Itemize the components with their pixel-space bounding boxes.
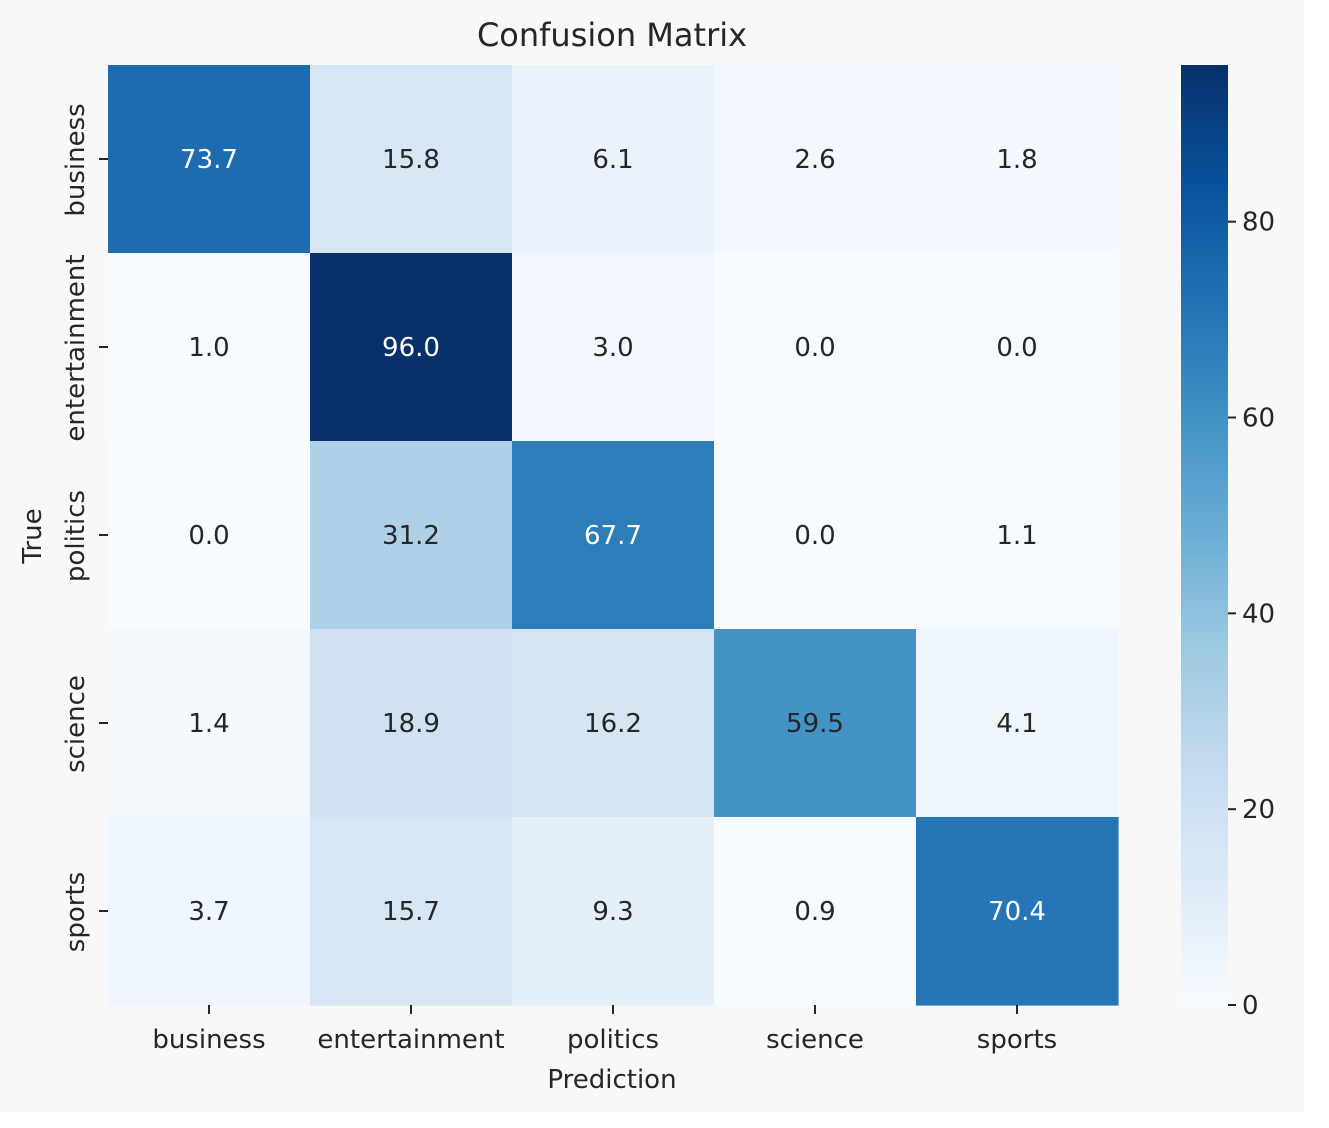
heatmap-cell-4-3: [714, 817, 917, 1006]
heatmap-cell-label-1-0: 1.0: [188, 333, 229, 363]
heatmap-cell-4-0: [108, 817, 311, 1006]
heatmap-cell-label-2-1: 31.2: [382, 521, 440, 551]
heatmap-cell-label-3-3: 59.5: [786, 709, 844, 739]
heatmap-cell-label-1-2: 3.0: [592, 333, 633, 363]
y-axis-ticks: business entertainment politics science spor…: [61, 103, 108, 952]
heatmap-cell-label-3-2: 16.2: [584, 709, 642, 739]
heatmap-cell-label-0-0: 73.7: [180, 145, 238, 175]
heatmap-cell-1-1: [310, 253, 513, 442]
heatmap-cell-label-2-2: 67.7: [584, 521, 642, 551]
heatmap-cell-0-1: [310, 65, 513, 254]
x-axis-label: Prediction: [547, 1065, 676, 1095]
heatmap-cell-2-1: [310, 441, 513, 630]
y-axis-label: True: [18, 508, 48, 564]
heatmap-cell-label-2-0: 0.0: [188, 521, 229, 551]
heatmap-cell-labels: 73.7 15.8 6.1 2.6 1.8 1.0 96.0 3.0 0.0 0.0 0.0 31.2…: [180, 145, 1046, 927]
colorbar-tick-label-80: 80: [1242, 208, 1275, 238]
heatmap-cell-1-2: [512, 253, 715, 442]
heatmap-cell-3-1: [310, 629, 513, 818]
heatmap-cell-1-3: [714, 253, 917, 442]
colorbar-tick-label-20: 20: [1242, 795, 1275, 825]
confusion-matrix-chart: Confusion Matrix 73.7 15.8 6.1 2.6 1.8 1.0 96.…: [18, 16, 1275, 1095]
heatmap-cell-0-3: [714, 65, 917, 254]
heatmap-cell-0-2: [512, 65, 715, 254]
heatmap-cell-label-4-3: 0.9: [794, 897, 835, 927]
heatmap-cell-label-4-1: 15.7: [382, 897, 440, 927]
heatmap-cell-1-0: [108, 253, 311, 442]
heatmap-cell-label-4-2: 9.3: [592, 897, 633, 927]
heatmap-cell-label-4-4: 70.4: [988, 897, 1046, 927]
colorbar-tick-label-60: 60: [1242, 404, 1275, 434]
figure: Confusion Matrix 73.7 15.8 6.1 2.6 1.8 1.0 96.…: [18, 16, 1276, 1095]
heatmap-cell-4-2: [512, 817, 715, 1006]
heatmap-cell-1-4: [916, 253, 1119, 442]
heatmap-cell-label-3-0: 1.4: [188, 709, 229, 739]
heatmap-cell-label-4-0: 3.7: [188, 897, 229, 927]
y-tick-label-politics: politics: [61, 490, 91, 582]
heatmap-cell-2-4: [916, 441, 1119, 630]
heatmap-cell-2-0: [108, 441, 311, 630]
heatmap-cell-label-3-1: 18.9: [382, 709, 440, 739]
heatmap-cell-label-0-2: 6.1: [592, 145, 633, 175]
heatmap-cell-2-3: [714, 441, 917, 630]
heatmap-cell-label-0-3: 2.6: [794, 145, 835, 175]
x-tick-label-politics: politics: [567, 1025, 659, 1055]
y-tick-label-sports: sports: [61, 872, 91, 952]
y-tick-label-business: business: [61, 103, 91, 216]
x-tick-label-sports: sports: [977, 1025, 1057, 1055]
heatmap-cell-label-0-1: 15.8: [382, 145, 440, 175]
colorbar-ticks: 0 20 40 60 80: [1228, 208, 1275, 1021]
heatmap-cell-2-2: [512, 441, 715, 630]
x-tick-label-business: business: [152, 1025, 265, 1055]
heatmap-cell-3-4: [916, 629, 1119, 818]
heatmap-cell-label-1-3: 0.0: [794, 333, 835, 363]
heatmap-cell-3-2: [512, 629, 715, 818]
heatmap-cell-3-3: [714, 629, 917, 818]
x-tick-label-entertainment: entertainment: [317, 1025, 504, 1055]
heatmap-cell-4-4: [916, 817, 1119, 1006]
x-axis-ticks: business entertainment politics science spor…: [152, 1005, 1057, 1055]
y-tick-label-science: science: [61, 675, 91, 773]
heatmap-cell-3-0: [108, 629, 311, 818]
heatmap-cells: [108, 65, 1119, 1006]
heatmap-cell-label-2-3: 0.0: [794, 521, 835, 551]
chart-title: Confusion Matrix: [477, 16, 747, 54]
heatmap-cell-label-1-4: 0.0: [996, 333, 1037, 363]
heatmap-cell-label-2-4: 1.1: [996, 521, 1037, 551]
heatmap-cell-0-4: [916, 65, 1119, 254]
heatmap-cell-label-3-4: 4.1: [996, 709, 1037, 739]
x-tick-label-science: science: [766, 1025, 864, 1055]
colorbar-tick-label-0: 0: [1242, 991, 1259, 1021]
heatmap-cell-4-1: [310, 817, 513, 1006]
y-tick-label-entertainment: entertainment: [61, 254, 91, 441]
heatmap-cell-0-0: [108, 65, 311, 254]
heatmap-cell-label-1-1: 96.0: [382, 333, 440, 363]
heatmap-cell-label-0-4: 1.8: [996, 145, 1037, 175]
colorbar: [1181, 65, 1228, 1005]
colorbar-tick-label-40: 40: [1242, 599, 1275, 629]
